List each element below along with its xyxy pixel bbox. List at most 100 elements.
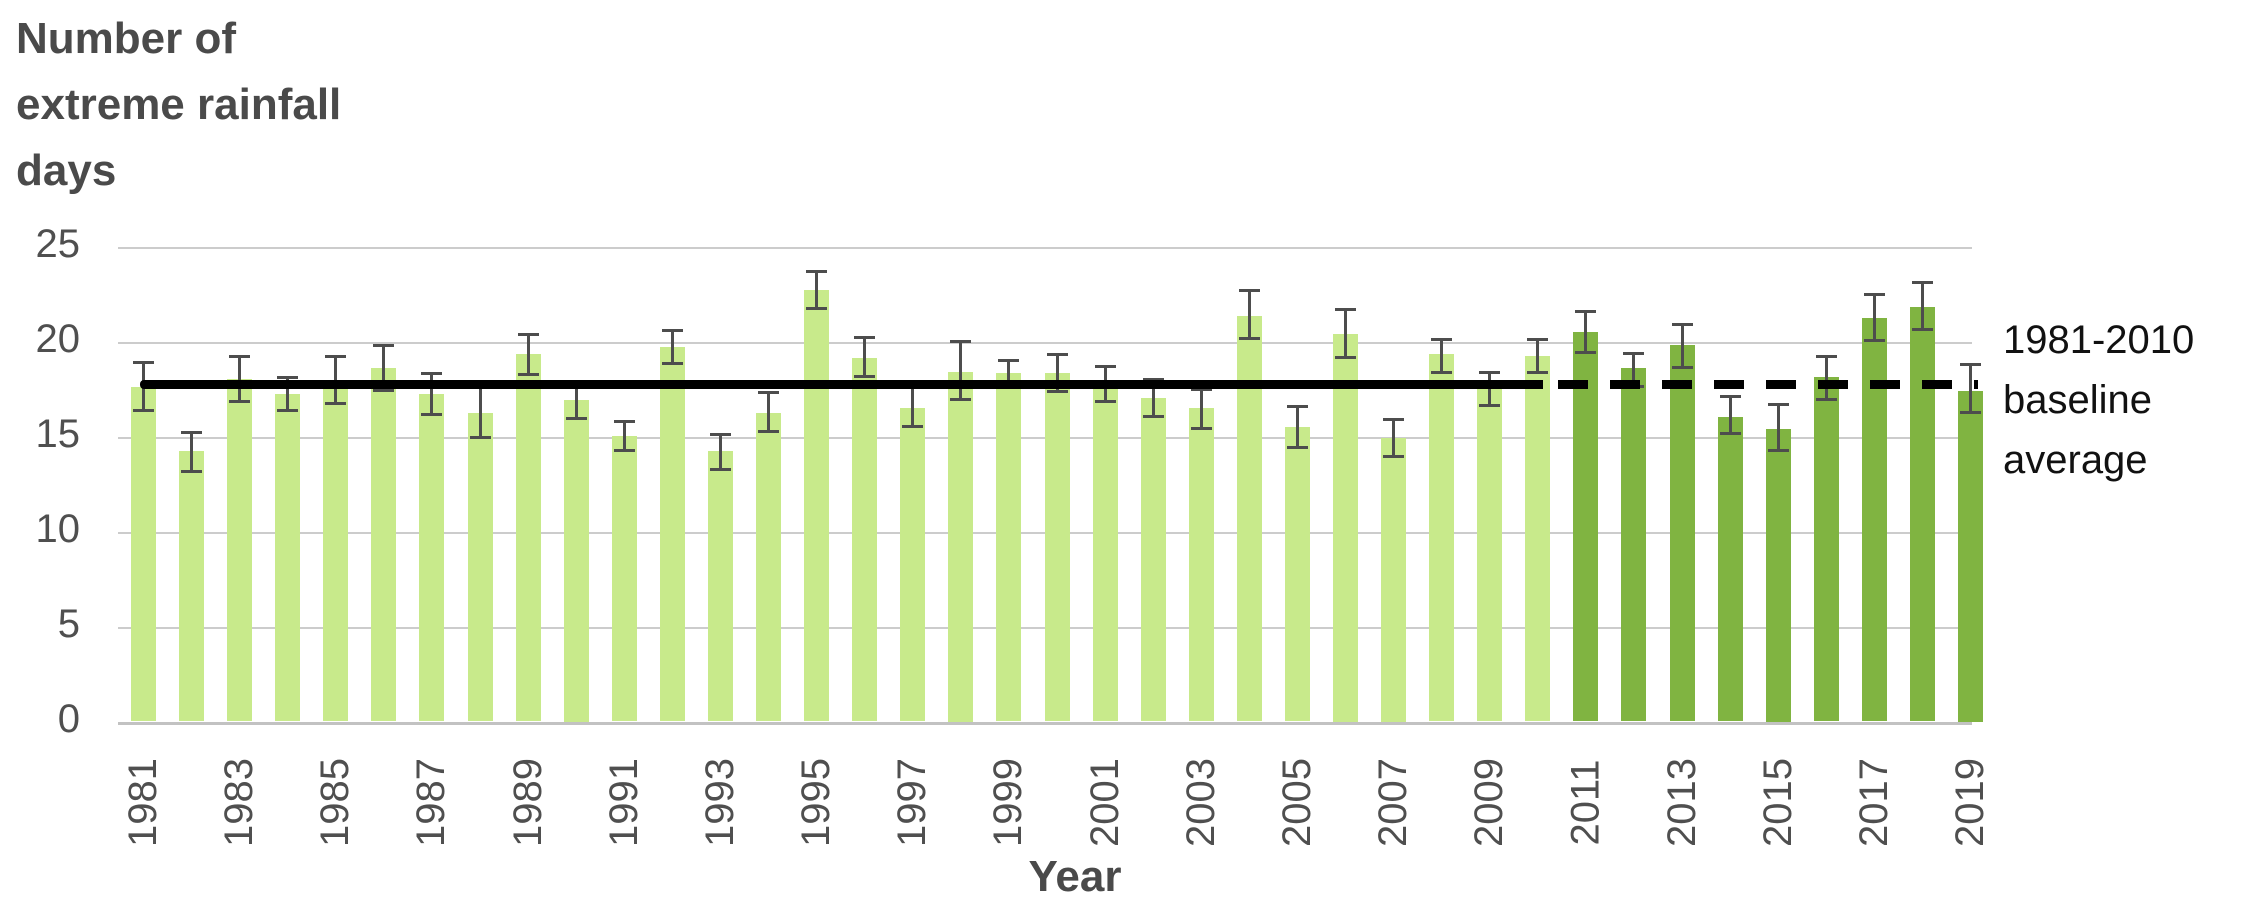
error-bar-top-cap-2019 — [1960, 362, 1982, 366]
error-bar-top-cap-2011 — [1575, 309, 1597, 313]
error-bar-stem-1982 — [190, 432, 194, 473]
error-bar-stem-2005 — [1295, 405, 1299, 448]
error-bar-top-cap-2012 — [1623, 351, 1645, 355]
error-bar-top-cap-2013 — [1671, 323, 1693, 326]
x-tick-text: 2005 — [1274, 757, 1319, 847]
error-bar-stem-2014 — [1728, 396, 1732, 435]
bar-1990 — [563, 400, 589, 722]
bar-1991 — [611, 436, 637, 722]
error-bar-stem-2004 — [1247, 289, 1251, 340]
bar-2006 — [1333, 333, 1358, 722]
error-bar-top-cap-1999 — [998, 359, 1020, 363]
x-tick-text: 1983 — [217, 757, 262, 847]
error-bar-top-cap-2000 — [1046, 353, 1068, 357]
x-tick-text: 2015 — [1755, 757, 1800, 847]
bar-1994 — [756, 413, 782, 722]
error-bar-stem-1993 — [718, 434, 722, 471]
error-bar-bottom-cap-1998 — [950, 398, 972, 401]
y-tick-label: 10 — [35, 507, 81, 551]
error-bar-stem-1987 — [430, 373, 434, 416]
x-tick-text: 2007 — [1371, 757, 1416, 847]
error-bar-top-cap-2005 — [1286, 404, 1308, 408]
bar-1986 — [371, 367, 397, 722]
y-tick-label: 15 — [35, 412, 81, 456]
error-bar-stem-2002 — [1151, 379, 1155, 418]
error-bar-bottom-cap-2018 — [1911, 327, 1933, 331]
baseline-dashed-line — [1558, 380, 1978, 390]
x-tick-label-2011: 2011 — [1563, 742, 1608, 862]
bar-1993 — [707, 451, 733, 722]
error-bar-stem-2006 — [1344, 308, 1347, 359]
error-bar-top-cap-2017 — [1863, 292, 1885, 296]
bar-2013 — [1669, 344, 1695, 722]
bar-2017 — [1861, 318, 1887, 722]
bar-1985 — [323, 384, 349, 722]
error-bar-bottom-cap-1991 — [613, 449, 635, 453]
baseline-average-annotation: 1981-2010 baseline average — [2003, 318, 2195, 482]
error-bar-top-cap-2016 — [1815, 355, 1837, 359]
error-bar-top-cap-1992 — [661, 328, 683, 332]
error-bar-bottom-cap-1986 — [373, 388, 395, 392]
x-tick-label-2019: 2019 — [1948, 742, 1993, 862]
x-tick-label-1997: 1997 — [890, 742, 935, 862]
error-bar-top-cap-2003 — [1190, 387, 1212, 391]
error-bar-top-cap-2002 — [1142, 378, 1164, 382]
x-tick-label-2013: 2013 — [1660, 742, 1704, 862]
bar-2002 — [1140, 398, 1166, 722]
error-bar-stem-2011 — [1584, 310, 1588, 353]
bar-1998 — [948, 371, 974, 722]
error-bar-top-cap-1986 — [373, 343, 395, 347]
x-tick-label-2017: 2017 — [1852, 742, 1896, 862]
y-tick-label: 5 — [57, 602, 80, 646]
error-bar-top-cap-1991 — [613, 419, 635, 423]
x-tick-label-1985: 1985 — [313, 742, 358, 862]
error-bar-top-cap-1982 — [181, 431, 203, 435]
error-bar-stem-2007 — [1392, 419, 1396, 457]
error-bar-top-cap-2010 — [1527, 338, 1549, 342]
x-tick-text: 2017 — [1851, 757, 1896, 847]
bar-1987 — [419, 394, 445, 722]
bar-1992 — [659, 346, 685, 722]
error-bar-stem-1996 — [863, 337, 867, 378]
error-bar-stem-1995 — [815, 270, 819, 309]
error-bar-bottom-cap-2001 — [1094, 399, 1116, 403]
bar-1989 — [515, 354, 541, 722]
baseline-solid-line — [140, 380, 1543, 390]
bar-2010 — [1525, 356, 1551, 722]
error-bar-stem-2000 — [1055, 354, 1059, 393]
bar-2016 — [1813, 377, 1839, 722]
error-bar-bottom-cap-2006 — [1335, 356, 1356, 360]
error-bar-stem-2012 — [1632, 352, 1636, 387]
bar-2012 — [1621, 367, 1647, 722]
x-tick-text: 1993 — [697, 757, 742, 847]
error-bar-bottom-cap-1984 — [277, 409, 299, 413]
x-tick-label-2001: 2001 — [1083, 742, 1127, 862]
bar-2004 — [1236, 316, 1262, 722]
error-bar-top-cap-2007 — [1383, 418, 1405, 421]
error-bar-top-cap-2009 — [1479, 370, 1501, 374]
bar-1996 — [852, 358, 878, 722]
error-bar-top-cap-2006 — [1335, 307, 1356, 311]
x-tick-label-1999: 1999 — [986, 742, 1031, 862]
error-bar-bottom-cap-1981 — [133, 409, 154, 413]
bar-2001 — [1092, 382, 1118, 722]
x-tick-label-1995: 1995 — [794, 742, 839, 862]
error-bar-stem-2015 — [1776, 403, 1780, 452]
y-tick-label: 0 — [57, 697, 80, 741]
error-bar-top-cap-1981 — [133, 361, 154, 364]
bar-2019 — [1958, 390, 1984, 722]
x-tick-text: 2013 — [1659, 757, 1704, 847]
error-bar-bottom-cap-2000 — [1046, 390, 1068, 394]
error-bar-stem-1988 — [478, 386, 482, 438]
x-tick-text: 2011 — [1563, 758, 1608, 846]
error-bar-bottom-cap-1985 — [325, 401, 347, 405]
error-bar-top-cap-2014 — [1719, 395, 1741, 399]
error-bar-bottom-cap-1982 — [181, 470, 203, 474]
x-tick-label-2007: 2007 — [1371, 742, 1416, 862]
error-bar-top-cap-2015 — [1767, 402, 1789, 406]
error-bar-stem-1991 — [622, 420, 626, 452]
error-bar-bottom-cap-2010 — [1527, 371, 1549, 375]
error-bar-top-cap-2018 — [1911, 281, 1933, 285]
bar-2003 — [1188, 407, 1214, 722]
